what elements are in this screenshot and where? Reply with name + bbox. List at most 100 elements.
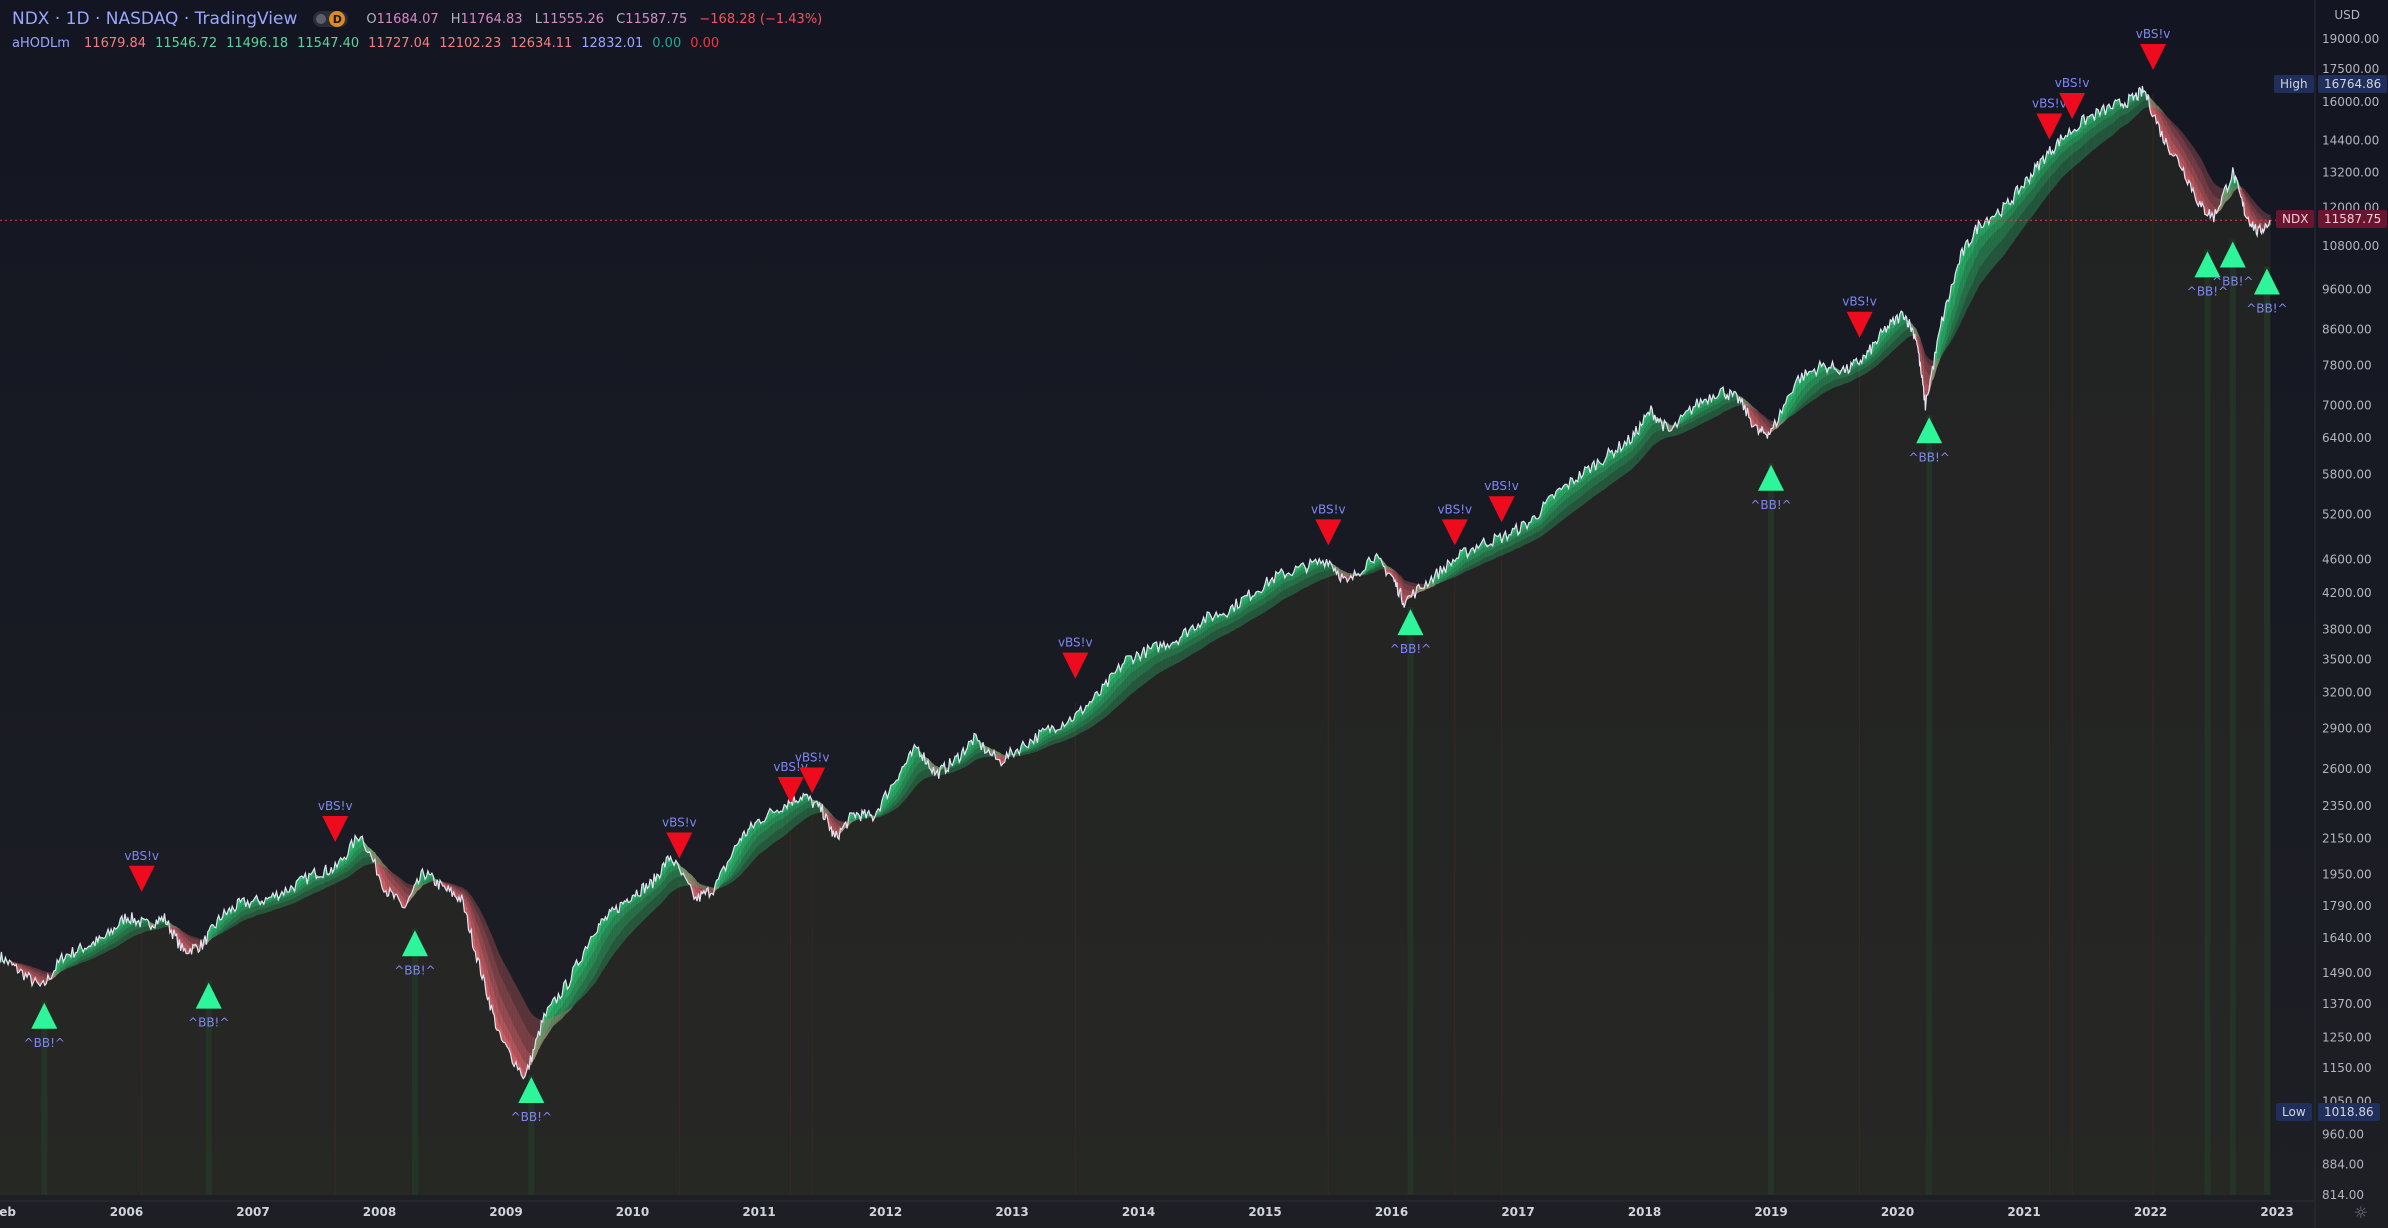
ribbon-segment: [648, 893, 651, 904]
ribbon-segment: [87, 950, 90, 955]
ribbon-segment: [256, 901, 259, 906]
ribbon-segment: [1259, 595, 1262, 601]
ribbon-segment: [977, 743, 980, 749]
ribbon-segment: [631, 908, 633, 921]
ribbon-segment: [651, 892, 653, 901]
ribbon-segment: [117, 935, 119, 942]
ribbon-segment: [780, 814, 783, 820]
ribbon-segment: [111, 939, 113, 945]
ribbon-segment: [1286, 576, 1289, 582]
ribbon-segment: [1406, 589, 1408, 596]
ribbon-segment: [1593, 471, 1596, 478]
ribbon-segment: [1696, 410, 1699, 415]
ribbon-segment: [554, 1004, 557, 1016]
ribbon-segment: [1988, 227, 1991, 240]
ribbon-segment: [1057, 731, 1059, 735]
ribbon-segment: [646, 891, 648, 897]
ribbon-segment: [127, 923, 130, 928]
ribbon-segment: [658, 881, 660, 887]
ribbon-segment: [1612, 458, 1614, 465]
ribbon-segment: [970, 740, 972, 747]
ribbon-segment: [54, 970, 56, 977]
ribbon-segment: [1987, 229, 1989, 241]
ribbon-segment: [1983, 232, 1986, 246]
ribbon-segment: [142, 920, 145, 924]
ribbon-segment: [2210, 201, 2212, 211]
ribbon-segment: [44, 977, 47, 981]
ribbon-segment: [712, 889, 714, 893]
ribbon-segment: [530, 1034, 532, 1054]
ribbon-segment: [1077, 710, 1079, 718]
ribbon-segment: [146, 922, 149, 926]
ribbon-segment: [229, 915, 231, 922]
ribbon-segment: [791, 807, 793, 813]
ribbon-segment: [328, 876, 330, 882]
ribbon-segment: [1245, 595, 1247, 601]
ribbon-segment: [1039, 730, 1041, 739]
ribbon-segment: [1579, 482, 1582, 490]
ribbon-segment: [1536, 522, 1538, 528]
ribbon-segment: [1621, 452, 1623, 459]
ribbon-segment: [2011, 206, 2014, 215]
ribbon-segment: [225, 919, 227, 926]
ribbon-segment: [234, 916, 237, 923]
ribbon-segment: [1149, 653, 1152, 660]
ribbon-segment: [670, 865, 673, 873]
ribbon-segment: [508, 1041, 511, 1054]
ribbon-segment: [1379, 561, 1381, 565]
ribbon-segment: [1407, 589, 1410, 596]
ribbon-segment: [232, 918, 234, 924]
ribbon-segment: [2052, 156, 2054, 164]
ribbon-segment: [2212, 204, 2213, 212]
ribbon-segment: [904, 763, 907, 771]
ribbon-segment: [2009, 204, 2011, 210]
ribbon-segment: [601, 918, 603, 928]
ribbon-segment: [642, 898, 644, 910]
ribbon-segment: [538, 1037, 540, 1049]
ribbon-segment: [1059, 730, 1061, 735]
ribbon-segment: [364, 851, 366, 858]
ribbon-segment: [121, 927, 124, 933]
ribbon-segment: [1975, 234, 1978, 245]
ribbon-segment: [625, 906, 628, 914]
ribbon-segment: [1884, 336, 1887, 344]
ribbon-segment: [1241, 596, 1244, 605]
ribbon-segment: [592, 934, 595, 944]
ribbon-segment: [233, 917, 235, 924]
ribbon-segment: [404, 885, 407, 894]
ribbon-segment: [327, 876, 329, 882]
ribbon-segment: [915, 756, 918, 767]
ribbon-segment: [541, 1020, 543, 1036]
ribbon-segment: [2207, 197, 2209, 208]
ribbon-segment: [473, 935, 476, 952]
ribbon-segment: [537, 1037, 539, 1051]
ribbon-segment: [2251, 209, 2253, 217]
ribbon-segment: [818, 801, 820, 803]
ribbon-segment: [211, 924, 214, 932]
ribbon-segment: [2074, 136, 2077, 143]
ribbon-segment: [229, 920, 231, 926]
ribbon-segment: [1709, 403, 1712, 408]
ribbon-segment: [525, 1025, 527, 1050]
ribbon-segment: [621, 909, 623, 919]
ribbon-segment: [1490, 546, 1493, 550]
ribbon-segment: [892, 782, 895, 792]
ribbon-segment: [1588, 475, 1591, 482]
ribbon-segment: [272, 898, 275, 902]
ribbon-segment: [66, 954, 68, 959]
ribbon-segment: [523, 1022, 525, 1048]
ribbon-segment: [1138, 660, 1141, 668]
ribbon-segment: [605, 938, 607, 956]
ribbon-segment: [1106, 692, 1108, 701]
ribbon-segment: [159, 922, 161, 925]
ribbon-segment: [407, 887, 409, 895]
ribbon-segment: [759, 827, 761, 836]
ribbon-segment: [602, 943, 605, 960]
ribbon-segment: [102, 944, 104, 950]
ribbon-segment: [995, 753, 998, 760]
ribbon-segment: [602, 931, 605, 946]
buy-signal-band: [2229, 239, 2236, 1195]
ribbon-segment: [640, 900, 642, 912]
ribbon-segment: [1259, 593, 1262, 597]
